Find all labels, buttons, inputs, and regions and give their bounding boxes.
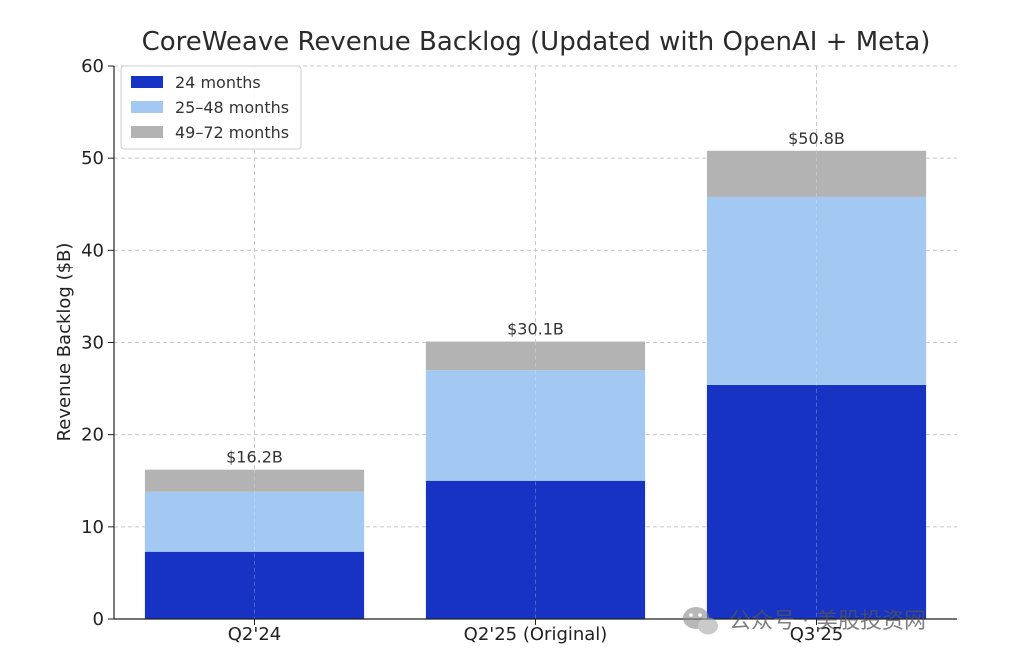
legend-box (120, 65, 302, 150)
legend-swatch (131, 76, 163, 88)
legend-swatch (131, 126, 163, 138)
total-label: $50.8B (788, 129, 845, 148)
x-tick-label: Q2'24 (228, 624, 281, 645)
bar-segment (425, 341, 646, 371)
bar-segment (706, 384, 927, 619)
bar-segment (706, 196, 927, 385)
x-tick-label: Q3'25 (790, 624, 843, 645)
total-label: $30.1B (507, 320, 564, 339)
axes (108, 65, 957, 625)
bar-segment (144, 551, 365, 619)
y-tick-label: 10 (81, 517, 104, 538)
total-labels: $16.2B $30.1B $50.8B (226, 129, 845, 467)
chart-title: CoreWeave Revenue Backlog (Updated with … (142, 27, 931, 57)
bar-segment (425, 370, 646, 481)
legend-label: 24 months (175, 73, 261, 92)
y-axis-label: Revenue Backlog ($B) (54, 243, 75, 442)
legend-label: 49–72 months (175, 123, 289, 142)
bar-segment (144, 469, 365, 492)
x-tick-label: Q2'25 (Original) (464, 624, 608, 645)
legend-label: 25–48 months (175, 98, 289, 117)
y-tick-label: 30 (81, 333, 104, 354)
x-tick-labels: Q2'24 Q2'25 (Original) Q3'25 (228, 624, 843, 645)
bar-segment (144, 491, 365, 552)
y-tick-label: 40 (81, 240, 104, 261)
y-tick-label: 20 (81, 425, 104, 446)
bar-segment (425, 480, 646, 619)
legend-swatch (131, 101, 163, 113)
y-tick-label: 50 (81, 148, 104, 169)
bar-segment (706, 150, 927, 197)
y-tick-label: 60 (81, 56, 104, 77)
wechat-icon (683, 607, 718, 635)
watermark-text: 公众号 · 美股投资网 (729, 609, 926, 634)
legend: 24 months 25–48 months 49–72 months (120, 65, 302, 150)
y-tick-labels: 0 10 20 30 40 50 60 (81, 56, 104, 630)
watermark: 公众号 · 美股投资网 (683, 607, 926, 635)
bars (144, 150, 927, 619)
y-tick-label: 0 (93, 609, 104, 630)
total-label: $16.2B (226, 448, 283, 467)
